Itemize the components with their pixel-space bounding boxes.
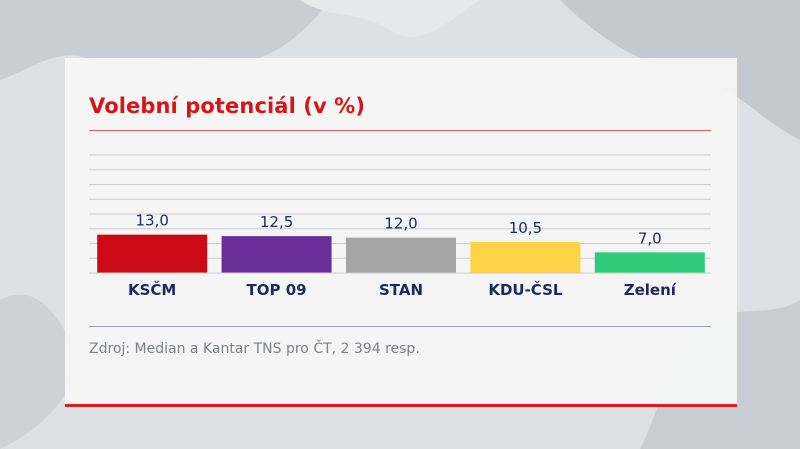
chart-card: [65, 58, 737, 406]
value-label: 12,0: [384, 215, 417, 233]
bar-2: [221, 236, 332, 273]
title-divider: [89, 130, 711, 131]
bar-1: [97, 234, 208, 273]
chart-title: Volební potenciál (v %): [89, 94, 366, 118]
bar-3: [346, 237, 456, 273]
source-divider: [89, 326, 711, 327]
value-label: 13,0: [135, 212, 168, 230]
value-label: 7,0: [638, 229, 662, 247]
source-note: Zdroj: Median a Kantar TNS pro ČT, 2 394…: [89, 341, 420, 357]
bar-4: [470, 242, 581, 273]
value-label: 12,5: [260, 213, 293, 231]
category-label: Zelení: [624, 281, 677, 299]
category-label: KSČM: [128, 280, 176, 299]
card-bottom-accent-line: [65, 404, 737, 407]
category-label: KDU-ČSL: [488, 280, 563, 299]
value-label: 10,5: [509, 219, 542, 237]
category-label: STAN: [379, 281, 423, 299]
category-label: TOP 09: [247, 281, 307, 299]
bar-5: [594, 252, 705, 273]
